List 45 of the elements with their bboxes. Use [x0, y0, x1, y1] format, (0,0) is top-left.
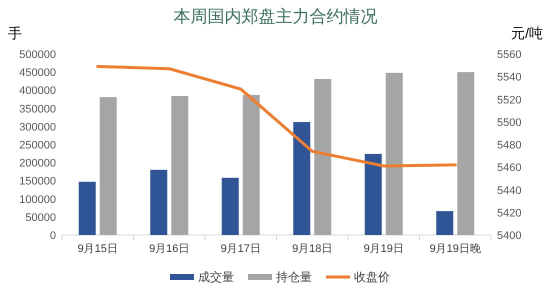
- y2-tick-label: 5420: [497, 207, 522, 220]
- y-tick-label: 250000: [19, 140, 56, 152]
- bar: [150, 170, 168, 235]
- y-tick-label: 50000: [25, 212, 56, 224]
- y-tick-label: 300000: [19, 121, 56, 134]
- line-series: [96, 64, 457, 168]
- y2-tick-label: 5560: [497, 49, 522, 61]
- y-tick-label: 450000: [19, 67, 56, 80]
- bar: [293, 122, 310, 235]
- legend-label: 成交量: [198, 270, 234, 284]
- y-tick-label: 200000: [19, 158, 56, 170]
- bar: [242, 94, 260, 235]
- y-tick-label: 0: [50, 230, 56, 242]
- bar: [78, 182, 96, 235]
- y2-tick-label: 5520: [497, 94, 522, 106]
- x-tick-label: 9月16日: [149, 243, 190, 255]
- y2-tick-label: 5540: [497, 72, 522, 84]
- bar: [171, 96, 188, 235]
- y-tick-label: 350000: [19, 103, 56, 116]
- y2-tick-label: 5460: [497, 162, 522, 174]
- y2-tick-label: 5500: [497, 116, 522, 129]
- bar: [100, 97, 117, 235]
- y-tick-label: 500000: [19, 49, 56, 61]
- y2-tick-label: 5400: [497, 230, 522, 242]
- x-tick-label: 9月19日晚: [430, 243, 481, 255]
- y2-tick-label: 5440: [497, 184, 522, 197]
- y-tick-label: 100000: [19, 194, 56, 206]
- bar: [314, 78, 332, 235]
- bar: [436, 211, 454, 235]
- y-tick-label: 400000: [19, 85, 56, 98]
- legend-label: 持仓量: [276, 270, 312, 284]
- bar: [364, 154, 382, 235]
- bar: [222, 178, 239, 235]
- y-axis-title: 手: [8, 25, 22, 41]
- x-tick-label: 9月17日: [220, 243, 261, 255]
- x-tick-label: 9月15日: [78, 243, 118, 255]
- y2-axis-title: 元/吨: [511, 25, 543, 41]
- bar: [386, 72, 403, 235]
- legend-label: 收盘价: [354, 270, 390, 284]
- chart-title: 本周国内郑盘主力合约情况: [174, 7, 378, 26]
- x-tick-label: 9月18日: [292, 243, 332, 255]
- y2-tick-label: 5480: [497, 140, 522, 152]
- y-tick-label: 150000: [19, 176, 56, 188]
- x-tick-label: 9月19日: [364, 243, 404, 255]
- bar: [457, 72, 474, 235]
